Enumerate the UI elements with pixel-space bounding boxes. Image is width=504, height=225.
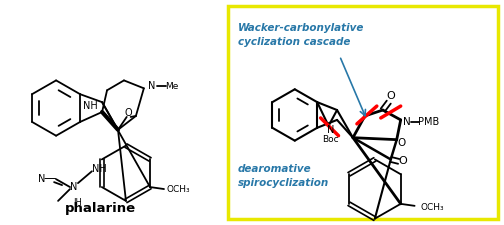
Text: N: N [148, 81, 156, 91]
Text: O: O [125, 108, 133, 118]
Text: OCH₃: OCH₃ [166, 184, 190, 194]
Text: Wacker-carbonylative: Wacker-carbonylative [238, 23, 364, 33]
Text: N: N [403, 117, 411, 127]
Text: spirocyclization: spirocyclization [238, 178, 329, 188]
Text: IH: IH [74, 198, 82, 207]
Text: NH: NH [83, 101, 97, 111]
Text: O: O [398, 156, 407, 166]
Text: —: — [44, 172, 56, 185]
Text: OCH₃: OCH₃ [421, 203, 445, 212]
Text: dearomative: dearomative [238, 164, 311, 174]
Text: Boc: Boc [322, 135, 339, 144]
Text: cyclization cascade: cyclization cascade [238, 37, 350, 47]
Text: O: O [387, 91, 395, 101]
Text: N: N [70, 182, 78, 192]
Bar [228, 6, 497, 219]
Text: N: N [38, 174, 46, 184]
Text: PMB: PMB [418, 117, 439, 127]
Text: O: O [398, 138, 406, 148]
Text: phalarine: phalarine [66, 202, 137, 215]
Text: NH: NH [92, 164, 107, 174]
Text: N: N [327, 125, 334, 135]
Text: Me: Me [165, 82, 178, 91]
